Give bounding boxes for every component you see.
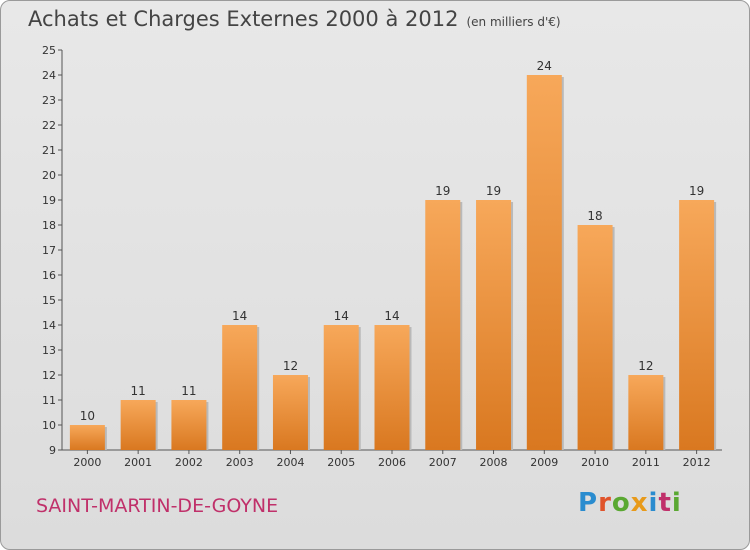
bar xyxy=(374,325,410,450)
y-tick-label: 25 xyxy=(42,44,56,57)
chart-title-text: Achats et Charges Externes 2000 à 2012 xyxy=(28,7,459,31)
y-tick-label: 18 xyxy=(42,219,56,232)
bar xyxy=(476,200,512,450)
bar xyxy=(577,225,613,450)
bar-value-label: 10 xyxy=(80,409,95,423)
y-tick-label: 20 xyxy=(42,169,56,182)
bar-value-label: 14 xyxy=(384,309,399,323)
x-tick-label: 2009 xyxy=(530,456,558,469)
y-tick-label: 19 xyxy=(42,194,56,207)
y-tick-label: 21 xyxy=(42,144,56,157)
y-tick-label: 24 xyxy=(42,69,56,82)
y-tick-label: 12 xyxy=(42,369,56,382)
bar xyxy=(425,200,461,450)
y-tick-label: 9 xyxy=(49,444,56,457)
bar-value-label: 19 xyxy=(486,184,501,198)
x-tick-label: 2004 xyxy=(276,456,304,469)
bar-value-label: 18 xyxy=(587,209,602,223)
y-tick-label: 22 xyxy=(42,119,56,132)
bar xyxy=(679,200,715,450)
bar-value-label: 19 xyxy=(689,184,704,198)
bar xyxy=(323,325,359,450)
bar xyxy=(69,425,105,450)
bar xyxy=(628,375,664,450)
bar-value-label: 14 xyxy=(334,309,349,323)
x-tick-label: 2012 xyxy=(683,456,711,469)
place-name: SAINT-MARTIN-DE-GOYNE xyxy=(36,495,279,517)
bar xyxy=(526,75,562,450)
x-tick-label: 2006 xyxy=(378,456,406,469)
bar-value-label: 11 xyxy=(181,384,196,398)
bar xyxy=(272,375,308,450)
x-tick-label: 2001 xyxy=(124,456,152,469)
bar xyxy=(222,325,258,450)
y-tick-label: 16 xyxy=(42,269,56,282)
bar-value-label: 11 xyxy=(131,384,146,398)
bar-value-label: 14 xyxy=(232,309,247,323)
x-tick-label: 2011 xyxy=(632,456,660,469)
chart-title: Achats et Charges Externes 2000 à 2012 (e… xyxy=(28,7,561,31)
bar-value-label: 12 xyxy=(283,359,298,373)
y-tick-label: 13 xyxy=(42,344,56,357)
y-tick-label: 11 xyxy=(42,394,56,407)
bar-value-label: 12 xyxy=(638,359,653,373)
x-tick-label: 2005 xyxy=(327,456,355,469)
bar xyxy=(171,400,207,450)
bar-value-label: 19 xyxy=(435,184,450,198)
x-tick-label: 2000 xyxy=(73,456,101,469)
x-tick-label: 2007 xyxy=(429,456,457,469)
y-tick-label: 14 xyxy=(42,319,56,332)
proxiti-logo: Proxiti xyxy=(578,488,682,518)
x-tick-label: 2008 xyxy=(480,456,508,469)
y-tick-label: 15 xyxy=(42,294,56,307)
x-tick-label: 2010 xyxy=(581,456,609,469)
chart-subtitle: (en milliers d'€) xyxy=(466,15,561,29)
y-tick-label: 17 xyxy=(42,244,56,257)
y-tick-label: 10 xyxy=(42,419,56,432)
bar-value-label: 24 xyxy=(537,59,552,73)
bar xyxy=(120,400,156,450)
y-tick-label: 23 xyxy=(42,94,56,107)
x-tick-label: 2002 xyxy=(175,456,203,469)
x-tick-label: 2003 xyxy=(226,456,254,469)
